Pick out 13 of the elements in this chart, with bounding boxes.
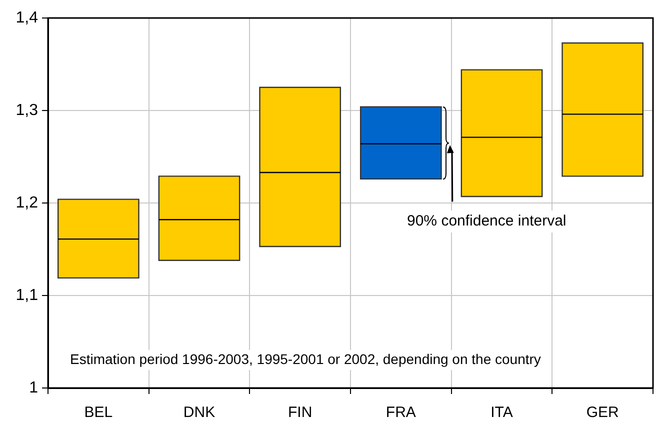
x-tick-label: BEL [84,404,113,422]
y-tick-label: 1,4 [16,9,38,26]
y-tick-label: 1,2 [16,194,38,212]
x-tick-label: DNK [183,404,216,422]
y-tick-label: 1 [29,379,38,396]
x-tick-label: GER [586,404,619,422]
x-tick-label: FIN [288,404,312,422]
annotation: Estimation period 1996-2003, 1995-2001 or 2002, depending on the country [70,350,541,367]
x-tick-label: ITA [490,404,513,422]
x-tick-label: FRA [386,404,416,422]
y-tick-label: 1,3 [16,102,38,119]
y-tick-label: 1,1 [16,286,38,304]
annotation: 90% confidence interval [406,212,566,230]
